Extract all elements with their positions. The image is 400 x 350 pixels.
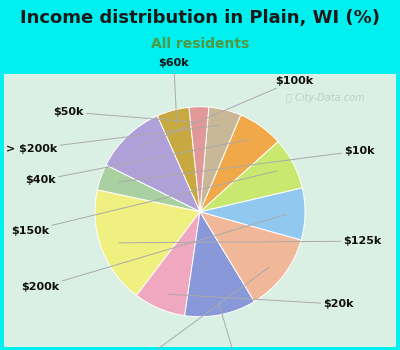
Wedge shape [200,212,301,302]
Wedge shape [200,141,302,212]
Text: ⓘ City-Data.com: ⓘ City-Data.com [286,93,365,103]
Text: $10k: $10k [118,146,375,182]
Wedge shape [200,107,241,212]
Wedge shape [185,212,254,317]
Wedge shape [136,212,200,316]
Text: All residents: All residents [151,37,249,51]
Text: $200k: $200k [21,215,286,292]
Wedge shape [200,188,305,240]
Text: > $200k: > $200k [6,125,218,154]
Text: Income distribution in Plain, WI (%): Income distribution in Plain, WI (%) [20,9,380,27]
Wedge shape [95,190,200,295]
Text: $60k: $60k [158,58,189,123]
Text: $50k: $50k [54,107,196,122]
Wedge shape [157,107,200,212]
Text: $150k: $150k [11,171,276,236]
Text: $40k: $40k [25,140,249,185]
Wedge shape [97,165,200,212]
Wedge shape [189,107,209,212]
Text: $30k: $30k [132,267,269,350]
Text: $125k: $125k [119,236,382,246]
Text: $75k: $75k [218,302,252,350]
Wedge shape [106,116,200,212]
Text: $20k: $20k [168,294,354,309]
Text: $100k: $100k [141,76,314,146]
Wedge shape [200,115,278,212]
